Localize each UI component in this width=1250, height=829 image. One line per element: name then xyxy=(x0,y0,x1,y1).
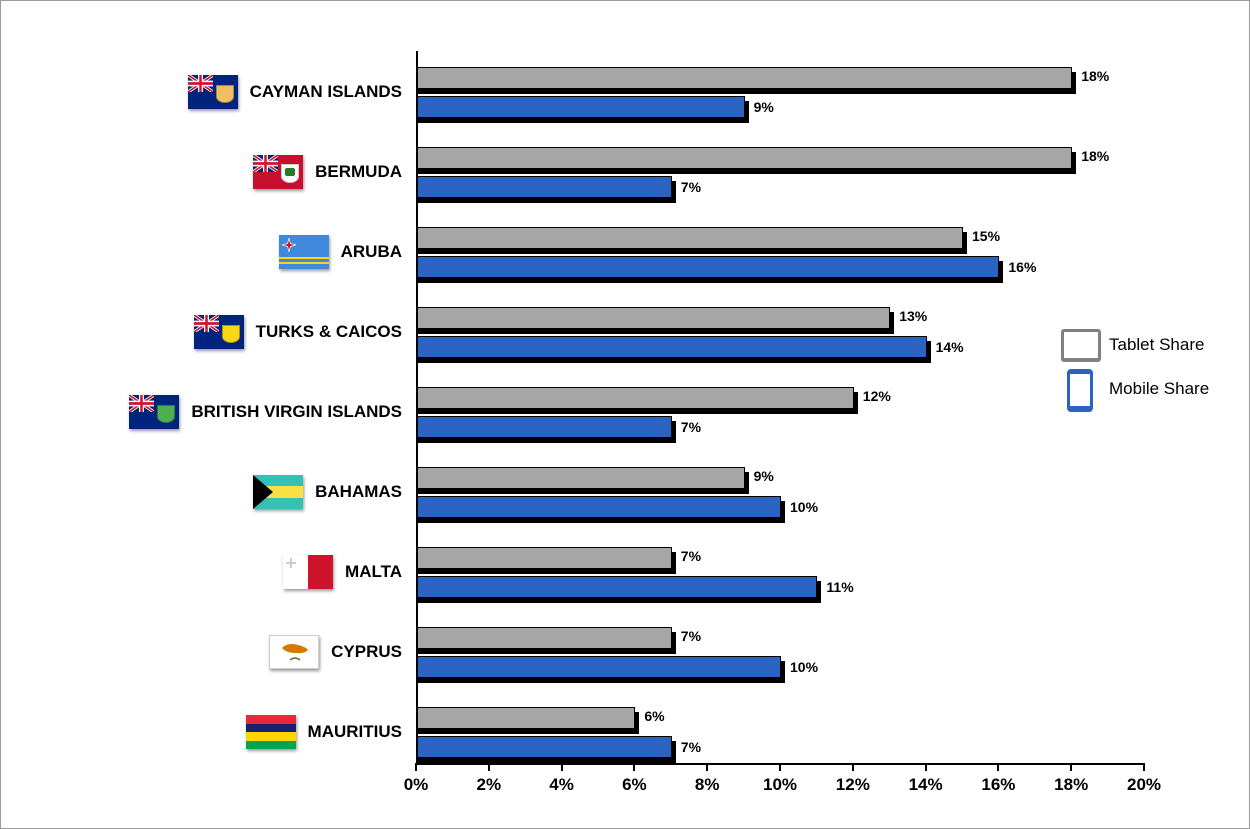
x-tick xyxy=(633,763,635,771)
bar-label-mobile: 9% xyxy=(754,99,774,115)
bar-mobile xyxy=(417,416,672,438)
bar-mobile xyxy=(417,656,781,678)
bar-label-mobile: 11% xyxy=(826,579,853,595)
x-tick xyxy=(415,763,417,771)
bar-label-tablet: 9% xyxy=(754,468,774,484)
flag-icon xyxy=(194,315,244,349)
x-tick xyxy=(779,763,781,771)
x-tick xyxy=(997,763,999,771)
bar-mobile xyxy=(417,336,927,358)
category-label: BERMUDA xyxy=(315,162,402,182)
tablet-icon xyxy=(1061,329,1101,362)
bar-tablet xyxy=(417,227,963,249)
x-tick-label: 16% xyxy=(981,775,1015,795)
bar-mobile xyxy=(417,96,745,118)
flag-icon xyxy=(253,155,303,189)
legend-mobile-label: Mobile Share xyxy=(1109,379,1209,399)
y-axis-top xyxy=(416,51,418,763)
x-tick xyxy=(706,763,708,771)
x-tick-label: 10% xyxy=(763,775,797,795)
x-tick xyxy=(488,763,490,771)
bar-label-tablet: 18% xyxy=(1081,68,1109,84)
x-tick xyxy=(1070,763,1072,771)
bar-label-tablet: 6% xyxy=(644,708,664,724)
x-tick-label: 4% xyxy=(549,775,574,795)
bar-tablet xyxy=(417,467,745,489)
x-tick-label: 0% xyxy=(404,775,429,795)
bar-label-mobile: 14% xyxy=(936,339,964,355)
bar-label-tablet: 7% xyxy=(681,548,701,564)
x-tick-label: 20% xyxy=(1127,775,1161,795)
bar-label-mobile: 16% xyxy=(1008,259,1036,275)
flag-icon xyxy=(188,75,238,109)
category-label: BAHAMAS xyxy=(315,482,402,502)
bar-tablet xyxy=(417,387,854,409)
category-label: MAURITIUS xyxy=(308,722,402,742)
chart-frame: 0% 2% 4% 6% 8% 10% 12% 14% 16% 18% 20% 18% 9% 18% 7% 15… xyxy=(0,0,1250,829)
x-tick-label: 12% xyxy=(836,775,870,795)
bar-tablet xyxy=(417,147,1072,169)
category-label: BRITISH VIRGIN ISLANDS xyxy=(191,402,402,422)
mobile-icon xyxy=(1067,369,1093,412)
x-tick-label: 2% xyxy=(477,775,502,795)
flag-icon xyxy=(269,635,319,669)
flag-icon xyxy=(246,715,296,749)
bar-label-mobile: 7% xyxy=(681,739,701,755)
bar-label-mobile: 10% xyxy=(790,659,818,675)
bar-mobile xyxy=(417,256,999,278)
bar-mobile xyxy=(417,576,817,598)
bar-tablet xyxy=(417,707,635,729)
x-axis-ticks: 0%2%4%6%8%10%12%14%16%18%20% xyxy=(416,763,1144,803)
flag-icon xyxy=(253,475,303,509)
bar-tablet xyxy=(417,627,672,649)
bar-mobile xyxy=(417,496,781,518)
bar-tablet xyxy=(417,307,890,329)
bar-mobile xyxy=(417,176,672,198)
x-tick-label: 18% xyxy=(1054,775,1088,795)
flag-icon xyxy=(283,555,333,589)
x-tick xyxy=(925,763,927,771)
legend: Tablet Share Mobile Share xyxy=(1061,329,1231,419)
flag-icon xyxy=(279,235,329,269)
flag-icon xyxy=(129,395,179,429)
x-tick-label: 8% xyxy=(695,775,720,795)
x-tick-label: 14% xyxy=(909,775,943,795)
bar-tablet xyxy=(417,67,1072,89)
bar-label-tablet: 13% xyxy=(899,308,927,324)
x-tick-label: 6% xyxy=(622,775,647,795)
bar-label-tablet: 12% xyxy=(863,388,891,404)
x-tick xyxy=(852,763,854,771)
bar-label-mobile: 10% xyxy=(790,499,818,515)
legend-tablet-label: Tablet Share xyxy=(1109,335,1204,355)
x-tick xyxy=(1143,763,1145,771)
bar-label-mobile: 7% xyxy=(681,419,701,435)
bar-mobile xyxy=(417,736,672,758)
bar-label-mobile: 7% xyxy=(681,179,701,195)
category-label: CYPRUS xyxy=(331,642,402,662)
bar-label-tablet: 15% xyxy=(972,228,1000,244)
category-label: MALTA xyxy=(345,562,402,582)
category-label: ARUBA xyxy=(341,242,402,262)
plot-area: 0%2%4%6%8%10%12%14%16%18%20%18%9%18%7%15… xyxy=(416,51,1144,763)
category-label: CAYMAN ISLANDS xyxy=(250,82,402,102)
bar-label-tablet: 18% xyxy=(1081,148,1109,164)
category-label: TURKS & CAICOS xyxy=(256,322,402,342)
x-tick xyxy=(561,763,563,771)
bar-label-tablet: 7% xyxy=(681,628,701,644)
bar-tablet xyxy=(417,547,672,569)
